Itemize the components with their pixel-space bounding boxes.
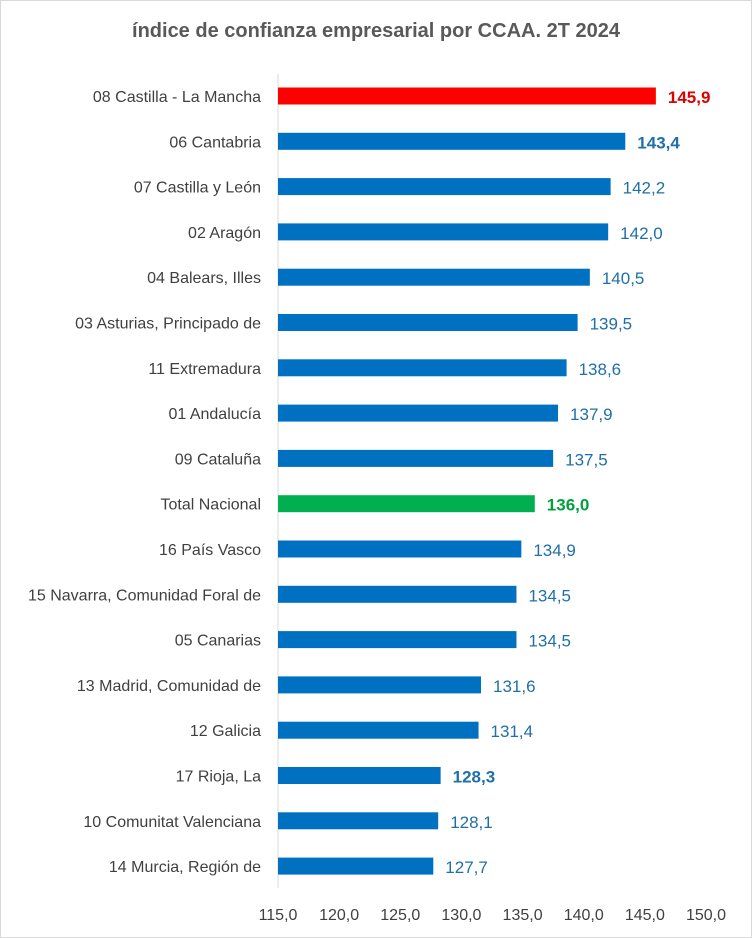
category-label: 01 Andalucía <box>168 406 261 423</box>
data-label: 131,6 <box>493 677 536 696</box>
category-label: 07 Castilla y León <box>134 180 261 197</box>
data-label: 142,2 <box>623 179 666 198</box>
category-label: 15 Navarra, Comunidad Foral de <box>28 587 261 604</box>
category-label: 04 Balears, Illes <box>147 270 261 287</box>
category-label: 10 Comunitat Valenciana <box>83 814 261 831</box>
x-tick-label: 145,0 <box>625 907 665 924</box>
bar <box>278 268 590 286</box>
data-label: 142,0 <box>620 224 663 243</box>
bar <box>278 132 626 150</box>
bar <box>278 721 479 739</box>
chart-title: índice de confianza empresarial por CCAA… <box>132 20 620 42</box>
data-label: 128,1 <box>450 813 493 832</box>
bar <box>278 359 567 377</box>
x-tick-label: 120,0 <box>319 907 359 924</box>
category-label: 06 Cantabria <box>169 134 261 151</box>
data-label: 134,5 <box>528 632 571 651</box>
data-label: 137,5 <box>565 450 608 469</box>
category-label: 08 Castilla - La Mancha <box>93 89 261 106</box>
category-label: 03 Asturias, Principado de <box>75 316 261 333</box>
bar <box>278 404 559 422</box>
bar <box>278 631 517 649</box>
bar <box>278 540 522 558</box>
bar <box>278 767 441 784</box>
bar <box>278 178 611 196</box>
bar <box>278 87 656 105</box>
data-label: 136,0 <box>547 496 590 515</box>
category-label: Total Nacional <box>161 497 262 514</box>
category-label: 11 Extremadura <box>148 361 261 378</box>
data-label: 140,5 <box>602 269 645 288</box>
data-label: 127,7 <box>445 858 488 877</box>
data-label: 134,5 <box>528 586 571 605</box>
category-label: 14 Murcia, Región de <box>109 859 261 876</box>
category-label: 02 Aragón <box>188 225 261 242</box>
bar <box>278 857 434 875</box>
category-label: 16 País Vasco <box>159 542 261 559</box>
data-label: 131,4 <box>491 722 534 741</box>
x-tick-label: 130,0 <box>441 907 481 924</box>
data-label: 134,9 <box>533 541 576 560</box>
category-label: 13 Madrid, Comunidad de <box>77 678 261 695</box>
data-label: 138,6 <box>579 360 622 379</box>
bar <box>278 676 481 694</box>
x-tick-label: 125,0 <box>380 907 420 924</box>
data-label: 128,3 <box>453 768 496 787</box>
category-label: 09 Cataluña <box>175 451 261 468</box>
data-label: 137,9 <box>570 405 613 424</box>
category-label: 12 Galicia <box>190 723 261 740</box>
category-label: 05 Canarias <box>175 633 261 650</box>
x-tick-label: 135,0 <box>503 907 543 924</box>
bar <box>278 314 578 331</box>
category-label: 17 Rioja, La <box>176 769 261 786</box>
bar <box>278 223 609 241</box>
data-label: 143,4 <box>637 133 680 152</box>
bar <box>278 495 535 513</box>
bar <box>278 812 439 830</box>
bar <box>278 449 554 467</box>
x-tick-label: 115,0 <box>259 907 298 924</box>
x-tick-label: 140,0 <box>564 907 604 924</box>
x-tick-label: 150,0 <box>686 907 726 924</box>
bar <box>278 585 517 603</box>
data-label: 145,9 <box>668 88 711 107</box>
data-label: 139,5 <box>590 315 633 334</box>
